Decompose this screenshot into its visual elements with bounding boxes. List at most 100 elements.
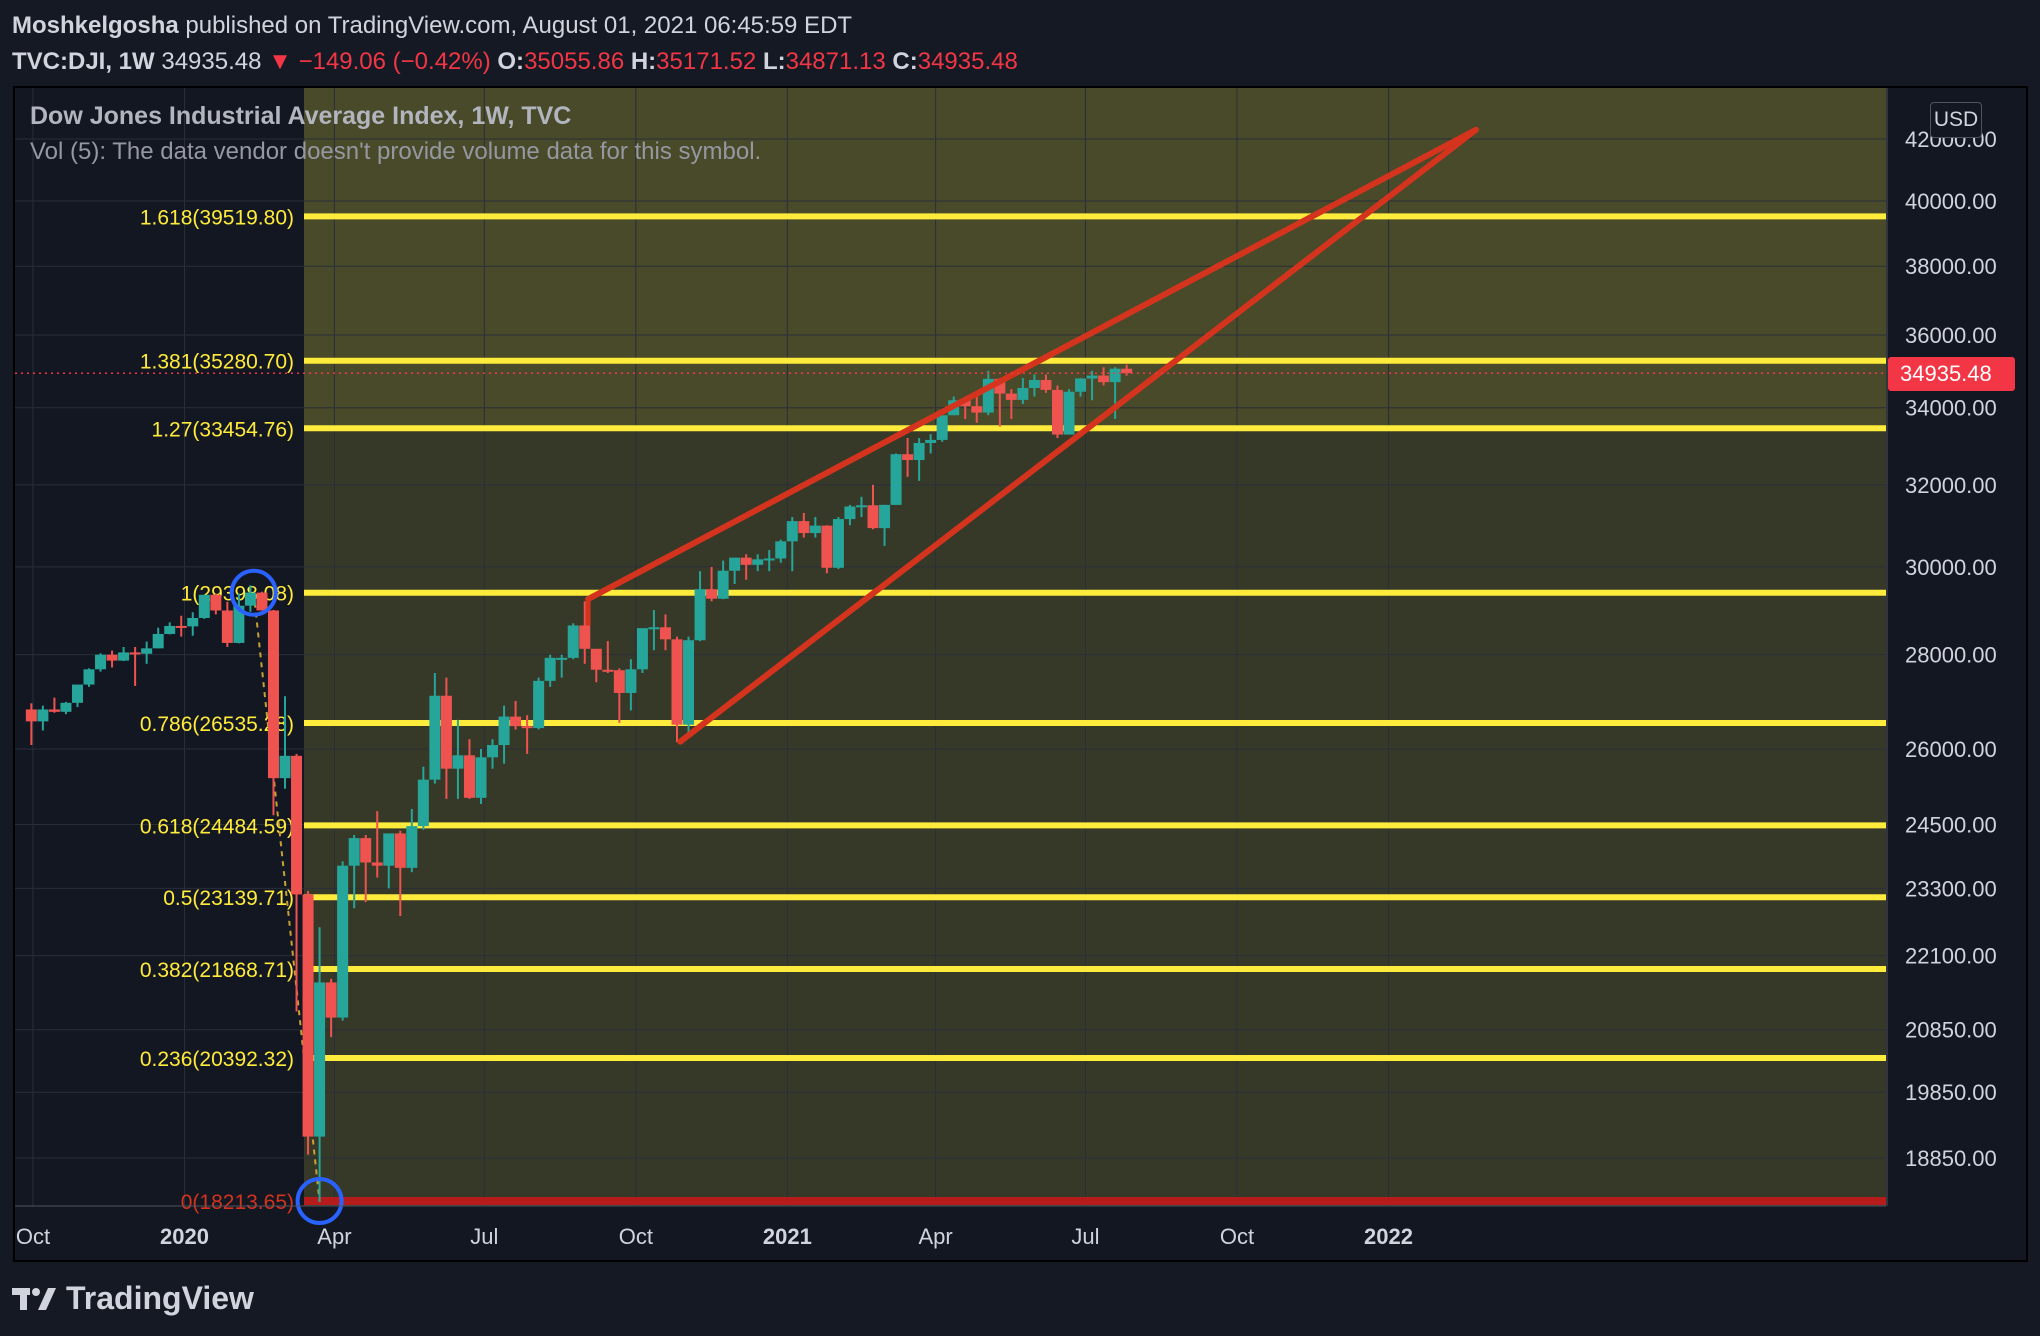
close-value: 34935.48 <box>917 48 1018 75</box>
tradingview-brand[interactable]: TradingView <box>12 1280 254 1317</box>
high-value: 35171.52 <box>656 48 757 75</box>
tradingview-logo-icon <box>12 1280 58 1317</box>
candle-body <box>1051 389 1063 435</box>
currency-button[interactable]: USD <box>1930 102 1982 138</box>
candle-body <box>175 625 187 628</box>
candle-body <box>383 833 395 866</box>
candle-body <box>452 755 464 769</box>
candle-body <box>198 594 210 618</box>
time-axis-label: Jul <box>1071 1224 1099 1249</box>
low-value: 34871.13 <box>785 48 886 75</box>
candle-body <box>844 506 856 520</box>
price-axis-label: 30000.00 <box>1905 555 1997 580</box>
candle-body <box>579 625 591 649</box>
open-value: 35055.86 <box>524 48 625 75</box>
candle-body <box>429 695 441 780</box>
candle-body <box>279 755 291 779</box>
candle-body <box>683 640 695 725</box>
candle-body <box>602 669 614 672</box>
candle-body <box>141 648 153 654</box>
price-axis-label: 23300.00 <box>1905 876 1997 901</box>
publish-info: published on TradingView.com, August 01,… <box>185 12 853 39</box>
price-axis-label: 26000.00 <box>1905 737 1997 762</box>
candle-body <box>95 654 107 670</box>
candle-body <box>1005 393 1017 400</box>
candle-body <box>1075 378 1087 392</box>
price-axis-label: 32000.00 <box>1905 473 1997 498</box>
wedge-trendline <box>585 126 1479 603</box>
candle-body <box>648 627 660 630</box>
candle-body <box>809 525 821 534</box>
candle-body <box>187 617 199 627</box>
candle-body <box>37 709 49 722</box>
candle-body <box>394 833 406 868</box>
time-axis-label: Jul <box>470 1224 498 1249</box>
time-axis-label: Oct <box>16 1224 50 1249</box>
candle-body <box>982 378 994 413</box>
down-arrow-icon: ▼ <box>268 48 292 75</box>
price-axis-label: 40000.00 <box>1905 189 1997 214</box>
candle-body <box>1098 375 1110 383</box>
candle-body <box>567 625 579 658</box>
candle-body <box>463 755 475 798</box>
candle-body <box>256 592 268 611</box>
ohlc-line: TVC:DJI, 1W 34935.48 ▼ −149.06 (−0.42%) … <box>12 44 1018 80</box>
candle-body <box>233 605 245 643</box>
time-axis-label: 2021 <box>763 1224 812 1249</box>
candle-body <box>867 505 879 529</box>
candle-body <box>786 521 798 542</box>
candle-body <box>152 633 164 649</box>
price-axis-label: 36000.00 <box>1905 323 1997 348</box>
candles <box>25 364 1133 1202</box>
candle-body <box>913 442 925 461</box>
candle-body <box>590 648 602 670</box>
candle-body <box>671 639 683 725</box>
candle-body <box>533 680 545 729</box>
candle-body <box>740 557 752 565</box>
price-axis-label: 22100.00 <box>1905 944 1997 969</box>
swing-low-circle <box>295 1177 344 1225</box>
volume-note: Vol (5): The data vendor doesn't provide… <box>30 138 762 165</box>
candle-body <box>1086 375 1098 379</box>
candle-body <box>1017 388 1029 400</box>
candle-body <box>763 558 775 561</box>
candle-body <box>371 862 383 866</box>
candle-body <box>775 541 787 559</box>
candle-body <box>244 592 256 606</box>
candle-body <box>129 652 141 655</box>
price-axis-label: 34000.00 <box>1905 396 1997 421</box>
candle-body <box>971 406 983 413</box>
candle-body <box>487 745 499 758</box>
last-price: 34935.48 <box>161 48 262 75</box>
time-axis-label: Apr <box>317 1224 351 1249</box>
fib-level-label: 0(18213.65) <box>181 1191 294 1214</box>
price-axis-label: 38000.00 <box>1905 254 1997 279</box>
candle-body <box>83 669 95 685</box>
symbol-label: TVC:DJI, 1W <box>12 48 155 75</box>
candle-body <box>498 716 510 746</box>
candle-body <box>706 589 718 599</box>
time-axis-label: Oct <box>1220 1224 1254 1249</box>
candle-body <box>521 726 533 729</box>
candle-body <box>717 570 729 599</box>
candle-body <box>752 559 764 565</box>
fib-zone-upper <box>304 88 1886 429</box>
candle-body <box>25 709 37 722</box>
candle-body <box>475 757 487 798</box>
price-axis-label: 19850.00 <box>1905 1080 1997 1105</box>
candle-body <box>440 695 452 769</box>
candle-body <box>210 594 222 611</box>
candle-body <box>406 826 418 868</box>
candle-body <box>729 557 741 571</box>
candle-body <box>855 505 867 508</box>
time-axis-label: Apr <box>918 1224 952 1249</box>
close-label: C: <box>892 48 918 75</box>
candle-body <box>71 684 83 703</box>
candle-body <box>118 652 130 661</box>
wedge-trendline <box>677 126 1479 745</box>
candle-body <box>1040 379 1052 390</box>
time-axis-label: Oct <box>619 1224 653 1249</box>
time-axis-label: 2020 <box>160 1224 209 1249</box>
author-name[interactable]: Moshkelgosha <box>12 12 179 39</box>
